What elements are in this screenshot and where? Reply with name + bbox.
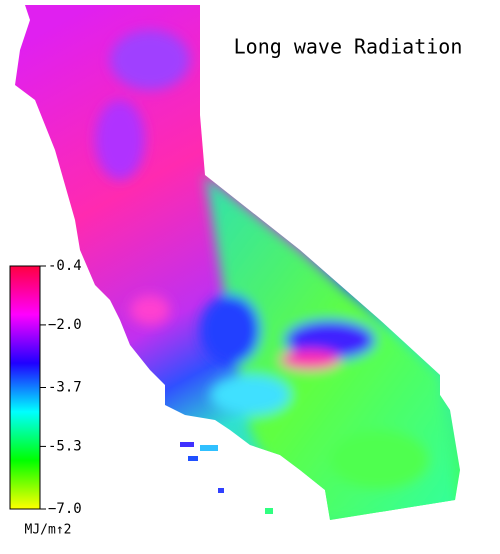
- colorbar-tick-label: −2.0: [48, 317, 82, 333]
- colorbar-unit: MJ/m↑2: [25, 523, 72, 538]
- colorbar-tick-label: -0.4: [48, 258, 82, 274]
- islands: [180, 442, 273, 514]
- colorbar-tick-label: −7.0: [48, 501, 82, 517]
- colorbar-tick-label: -5.3: [48, 438, 82, 454]
- colorbar-tick-label: -3.7: [48, 380, 82, 396]
- colorbar: -0.4 −2.0 -3.7 -5.3 −7.0 MJ/m↑2: [9, 258, 82, 538]
- map-title: Long wave Radiation: [234, 35, 463, 59]
- colorbar-gradient: [9, 265, 41, 510]
